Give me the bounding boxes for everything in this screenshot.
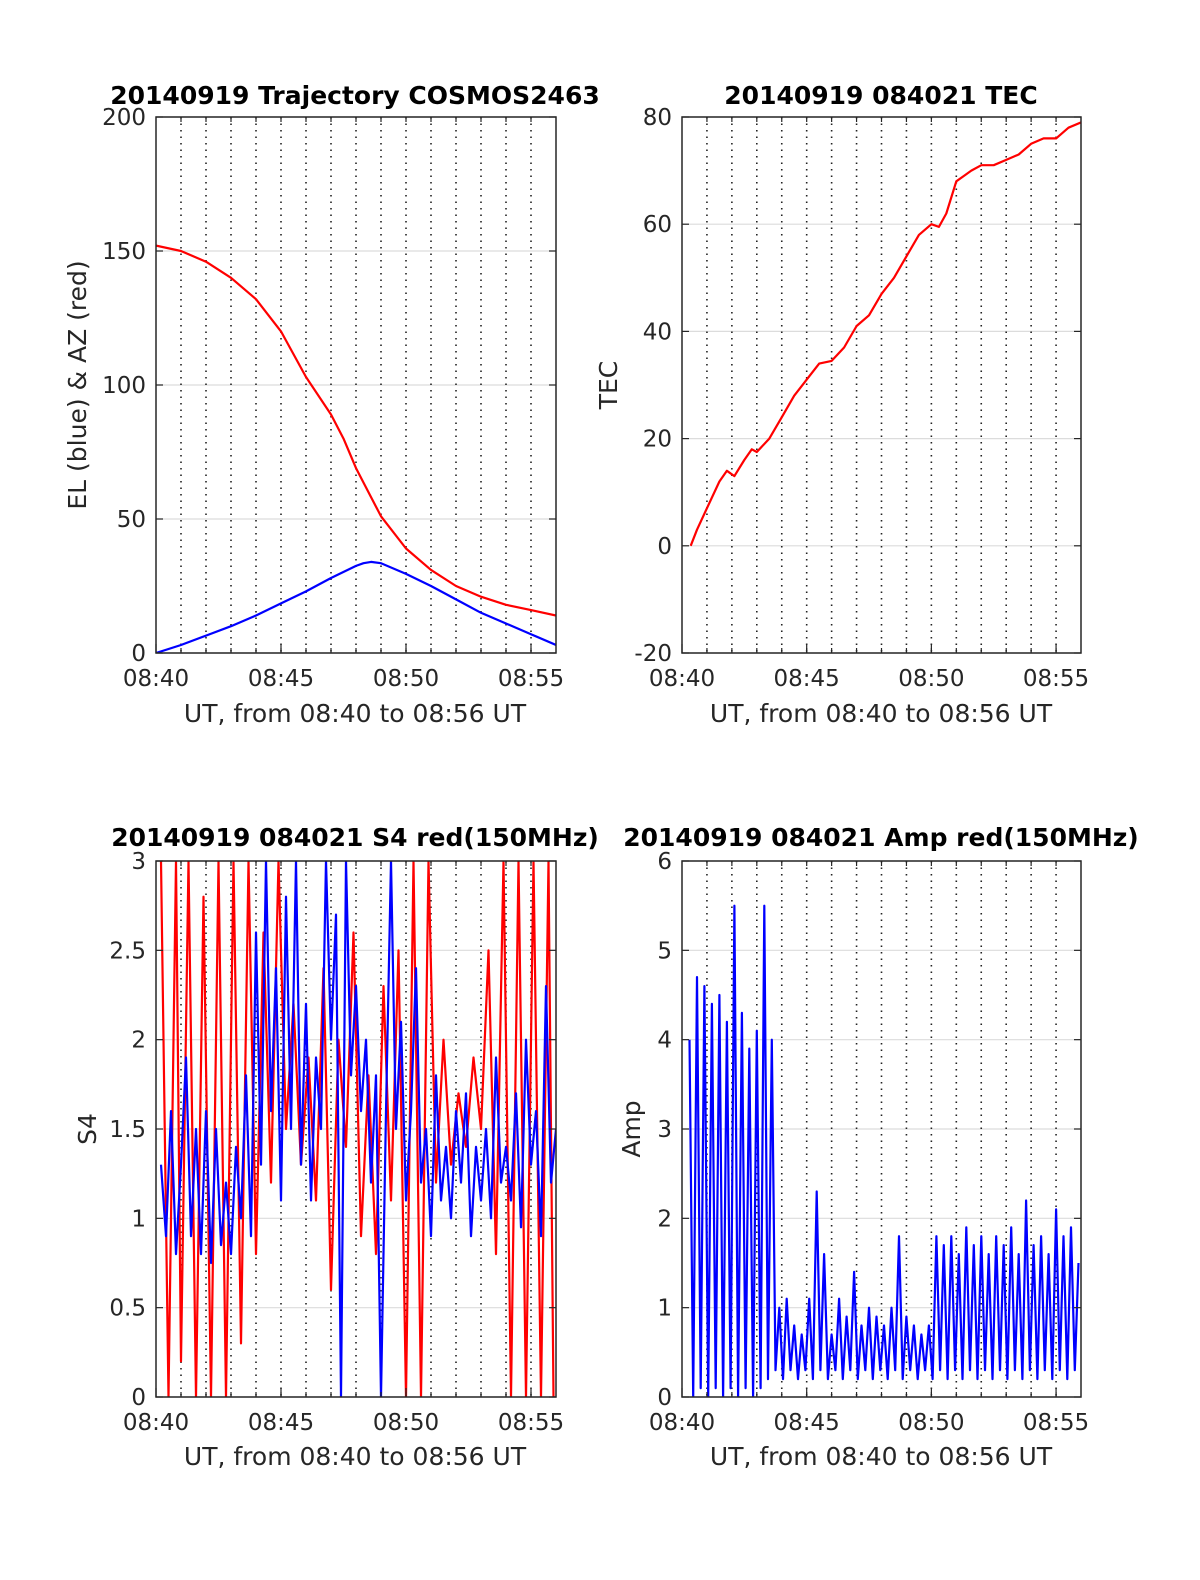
trajectory-y-tick-label: 150 <box>102 239 146 265</box>
trajectory-series-line <box>156 560 556 653</box>
s4-panel: 20140919 084021 S4 red(150MHz) UT, from … <box>73 823 599 1471</box>
tec-panel: 20140919 084021 TEC UT, from 08:40 to 08… <box>594 81 1089 728</box>
amp-x-tick-label: 08:45 <box>774 1410 840 1436</box>
trajectory-y-tick-label: 100 <box>102 373 146 399</box>
amp-y-tick-label: 2 <box>657 1206 672 1232</box>
tec-x-label: UT, from 08:40 to 08:56 UT <box>710 699 1053 728</box>
amp-x-tick-label: 08:50 <box>898 1410 964 1436</box>
tec-x-tick-label: 08:40 <box>649 666 715 692</box>
s4-title: 20140919 084021 S4 red(150MHz) <box>111 823 599 852</box>
amp-y-tick-label: 4 <box>657 1028 672 1054</box>
tec-y-tick-label: 20 <box>643 427 672 453</box>
amp-y-tick-label: 3 <box>657 1117 672 1143</box>
amp-x-tick-label: 08:40 <box>649 1410 715 1436</box>
amp-y-tick-label: 1 <box>657 1296 672 1322</box>
trajectory-x-tick-label: 08:55 <box>498 666 564 692</box>
amp-y-tick-label: 6 <box>657 849 672 875</box>
tec-y-tick-label: -20 <box>634 641 672 667</box>
s4-y-tick-label: 1 <box>131 1206 146 1232</box>
s4-x-tick-label: 08:55 <box>498 1410 564 1436</box>
s4-y-tick-label: 1.5 <box>109 1117 146 1143</box>
s4-y-tick-label: 2.5 <box>109 938 146 964</box>
s4-y-tick-label: 2 <box>131 1028 146 1054</box>
amp-y-tick-label: 0 <box>657 1385 672 1411</box>
tec-x-tick-label: 08:45 <box>774 666 840 692</box>
tec-y-tick-label: 40 <box>643 319 672 345</box>
tec-y-tick-label: 80 <box>643 105 672 131</box>
amp-x-label: UT, from 08:40 to 08:56 UT <box>710 1442 1053 1471</box>
s4-x-tick-label: 08:50 <box>373 1410 439 1436</box>
trajectory-x-tick-label: 08:45 <box>248 666 314 692</box>
trajectory-title: 20140919 Trajectory COSMOS2463 <box>110 81 600 110</box>
amp-y-label: Amp <box>617 1100 646 1157</box>
amp-series-line <box>688 904 1080 1397</box>
amp-x-tick-label: 08:55 <box>1023 1410 1089 1436</box>
s4-y-tick-label: 0 <box>131 1385 146 1411</box>
s4-series-line <box>159 861 556 1397</box>
s4-x-tick-label: 08:40 <box>123 1410 189 1436</box>
amp-panel: 20140919 084021 Amp red(150MHz) UT, from… <box>617 823 1139 1471</box>
trajectory-y-tick-label: 50 <box>117 507 146 533</box>
trajectory-series-line <box>156 244 556 617</box>
trajectory-x-label: UT, from 08:40 to 08:56 UT <box>184 699 527 728</box>
tec-x-tick-label: 08:55 <box>1023 666 1089 692</box>
tec-y-tick-label: 60 <box>643 212 672 238</box>
amp-y-tick-label: 5 <box>657 938 672 964</box>
amp-title: 20140919 084021 Amp red(150MHz) <box>623 823 1139 852</box>
tec-series-line <box>689 121 1081 547</box>
s4-y-tick-label: 0.5 <box>109 1296 146 1322</box>
tec-y-tick-label: 0 <box>657 534 672 560</box>
s4-x-tick-label: 08:45 <box>248 1410 314 1436</box>
s4-x-label: UT, from 08:40 to 08:56 UT <box>184 1442 527 1471</box>
s4-series-line <box>159 861 555 1397</box>
trajectory-y-tick-label: 200 <box>102 105 146 131</box>
tec-y-label: TEC <box>594 361 623 411</box>
trajectory-y-label: EL (blue) & AZ (red) <box>63 260 92 509</box>
tec-x-tick-label: 08:50 <box>898 666 964 692</box>
trajectory-y-tick-label: 0 <box>131 641 146 667</box>
s4-y-label: S4 <box>73 1113 102 1145</box>
trajectory-x-tick-label: 08:50 <box>373 666 439 692</box>
trajectory-panel: 20140919 Trajectory COSMOS2463 UT, from … <box>63 81 600 728</box>
s4-y-tick-label: 3 <box>131 849 146 875</box>
tec-title: 20140919 084021 TEC <box>724 81 1037 110</box>
trajectory-x-tick-label: 08:40 <box>123 666 189 692</box>
